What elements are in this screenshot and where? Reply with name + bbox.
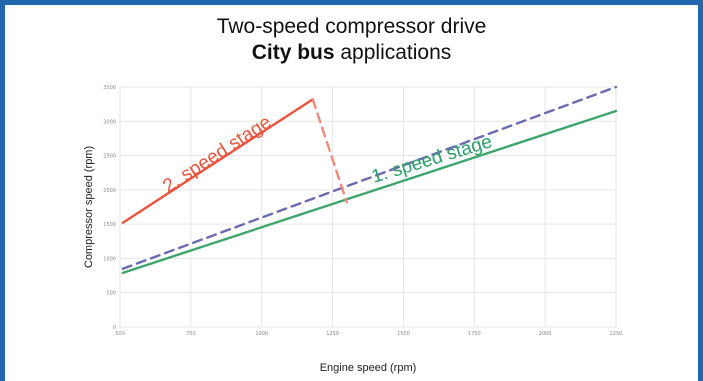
y-tick-label: 2000 — [103, 188, 116, 194]
x-axis-label: Engine speed (rpm) — [320, 362, 417, 374]
y-axis-label: Compressor speed (rpm) — [83, 146, 95, 268]
x-tick-label: 1250 — [326, 331, 339, 337]
title-bold: City bus — [251, 41, 335, 64]
x-tick-label: 2250 — [610, 331, 623, 337]
grid — [119, 86, 617, 328]
title-line-1: Two-speed compressor drive — [216, 15, 487, 38]
y-tick-label: 2500 — [103, 154, 116, 160]
series-line-speed1 — [121, 109, 618, 275]
title-line-2: City bus applications — [5, 39, 698, 66]
y-tick-label: 1000 — [103, 256, 116, 262]
y-tick-label: 0 — [113, 325, 116, 331]
x-tick-label: 750 — [186, 331, 196, 337]
plot-area — [119, 86, 617, 328]
y-tick-label: 1500 — [103, 222, 116, 228]
series-lines — [121, 85, 618, 275]
tick-labels: 500 750 1000 1250 1500 1750 2000 22500500100015… — [103, 85, 622, 337]
y-tick-label: 3000 — [103, 119, 116, 125]
series-line-dashed_ratio — [121, 85, 618, 270]
title-rest: applications — [334, 41, 452, 64]
x-tick-label: 1500 — [397, 331, 410, 337]
x-tick-label: 500 — [115, 331, 125, 337]
series-line-speed2 — [121, 98, 314, 224]
x-tick-label: 1000 — [255, 331, 268, 337]
series-line-switch — [311, 98, 348, 204]
x-tick-label: 2000 — [539, 331, 552, 337]
y-tick-label: 3500 — [103, 85, 116, 91]
chart-title: Two-speed compressor drive City bus appl… — [5, 14, 698, 66]
x-tick-label: 1750 — [468, 331, 481, 337]
y-tick-label: 500 — [106, 291, 116, 297]
